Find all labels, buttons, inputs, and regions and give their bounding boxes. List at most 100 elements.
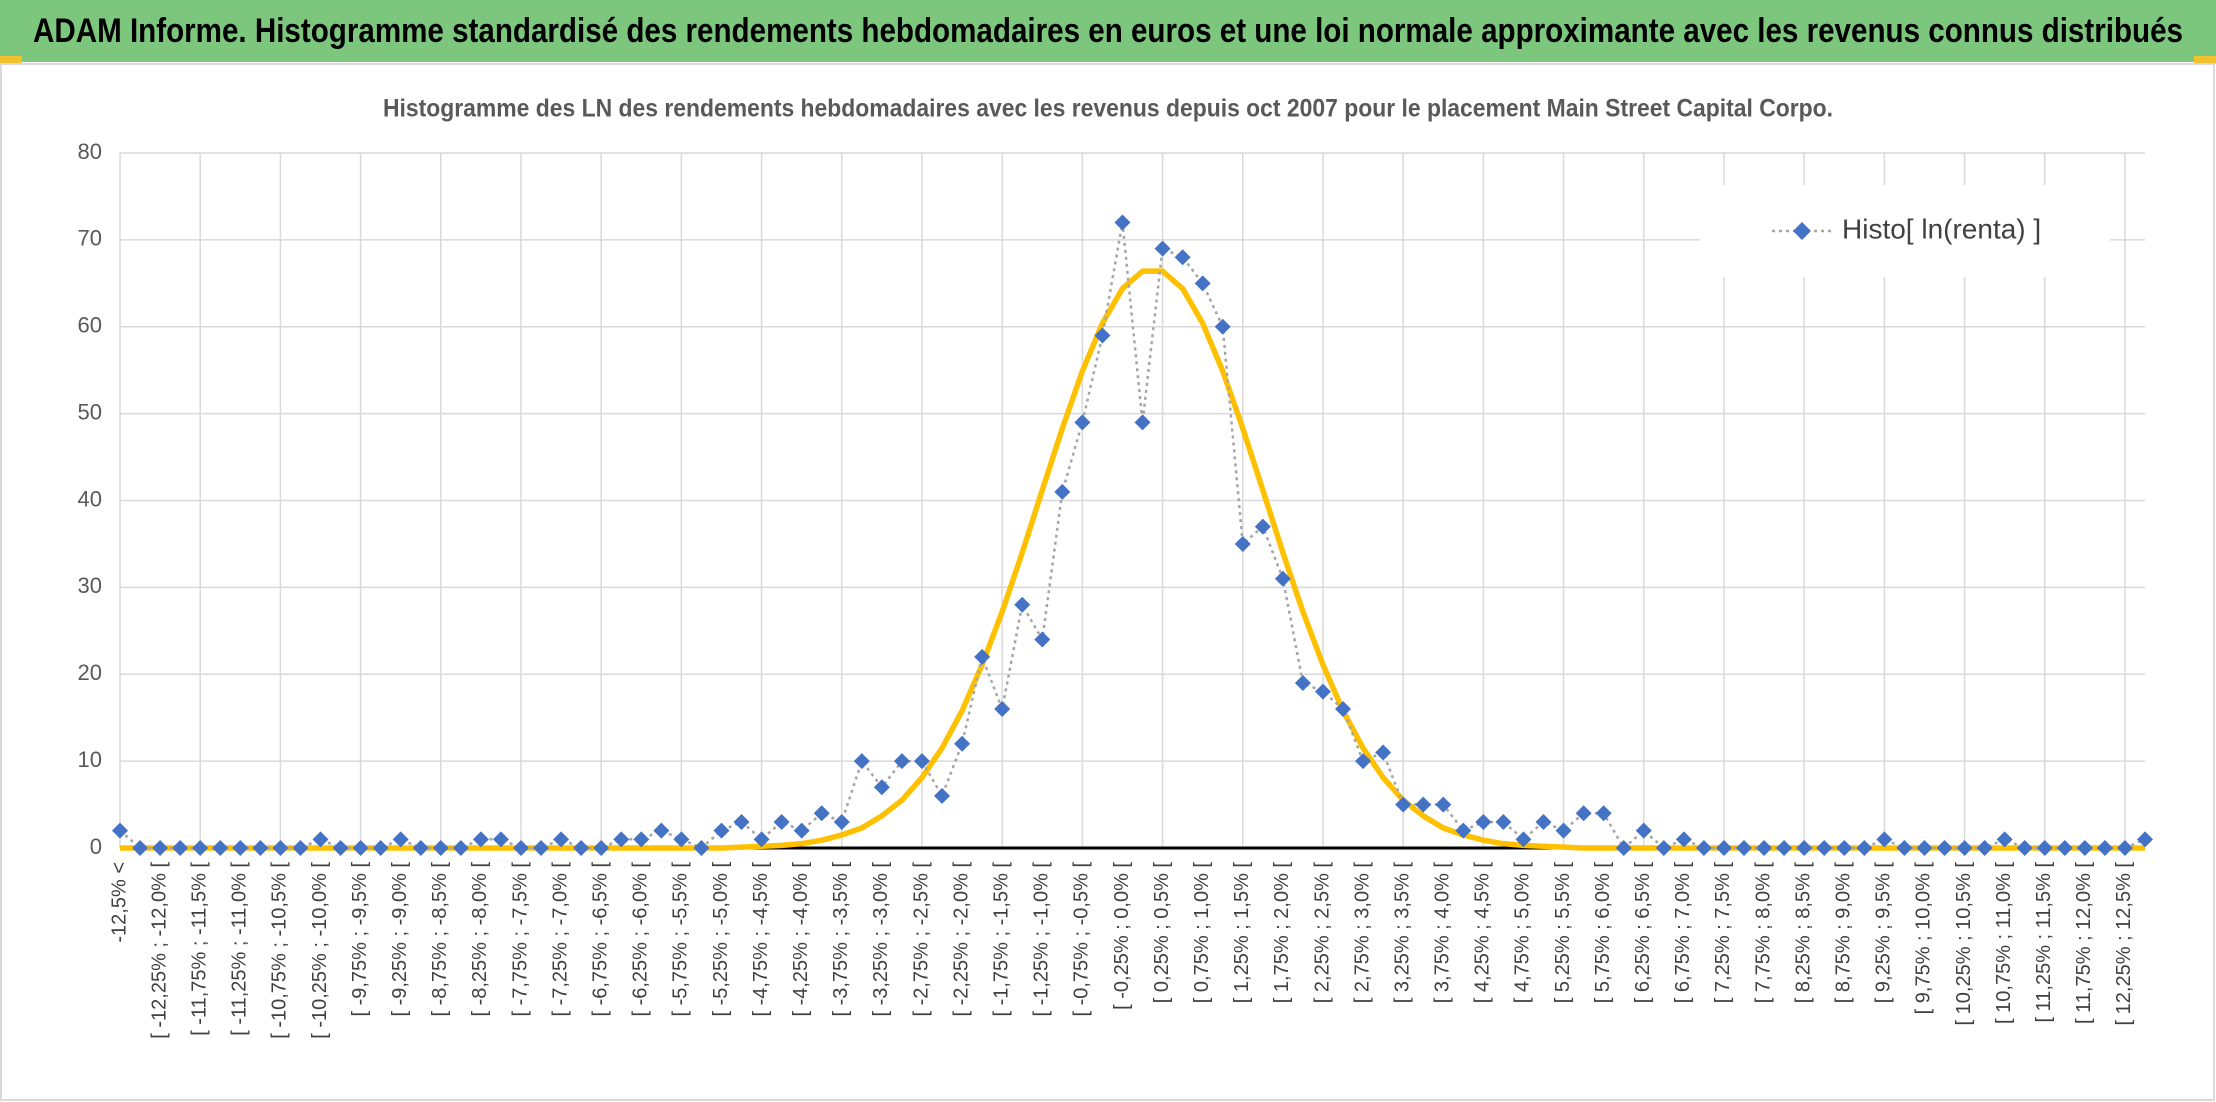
x-tick-label: [ -2,75% ; -2,5% [ xyxy=(910,862,932,1017)
y-tick-label: 70 xyxy=(78,226,102,251)
histogram-point xyxy=(1294,674,1311,691)
x-tick-label: [ -7,25% ; -7,0% [ xyxy=(549,862,571,1017)
x-tick-label: [ -11,25% ; -11,0% [ xyxy=(229,862,251,1036)
x-tick-label: [ -1,75% ; -1,5% [ xyxy=(990,862,1012,1017)
histogram-point xyxy=(1796,840,1813,856)
histogram-point xyxy=(633,831,650,848)
histogram-point xyxy=(1715,840,1732,856)
x-tick-label: [ 3,25% ; 3,5% [ xyxy=(1391,862,1413,1004)
y-tick-label: 60 xyxy=(78,313,102,338)
histogram-point xyxy=(192,840,209,856)
histogram-point xyxy=(733,813,750,830)
histogram-point xyxy=(853,753,870,770)
x-tick-label: [ -3,75% ; -3,5% [ xyxy=(830,862,852,1017)
histogram-point xyxy=(412,840,429,856)
x-tick-label: [ 12,25% ; 12,5% [ xyxy=(2113,862,2135,1026)
page-title: ADAM Informe. Histogramme standardisé de… xyxy=(33,12,2183,50)
histogram-point xyxy=(1314,683,1331,700)
histogram-point xyxy=(793,822,810,839)
x-tick-label: [ 0,25% ; 0,5% [ xyxy=(1151,862,1173,1004)
histogram-point xyxy=(452,840,469,856)
histogram-point xyxy=(392,831,409,848)
histogram-point xyxy=(1094,327,1111,344)
x-tick-label: [ 1,75% ; 2,0% [ xyxy=(1271,862,1293,1004)
histogram-point xyxy=(974,648,991,665)
histogram-point xyxy=(472,831,489,848)
histogram-point xyxy=(1816,840,1833,856)
histogram-point xyxy=(1054,483,1071,500)
histogram-point xyxy=(1254,518,1271,535)
histogram-point xyxy=(212,840,229,856)
x-tick-label: -12,5% < xyxy=(108,862,130,943)
header-bar xyxy=(0,0,2216,62)
histogram-point xyxy=(833,813,850,830)
x-tick-label: [ -8,25% ; -8,0% [ xyxy=(469,862,491,1017)
histogram-point xyxy=(994,701,1011,717)
histogram-point xyxy=(2116,840,2133,856)
x-tick-label: [ 9,75% ; 10,0% [ xyxy=(1913,862,1935,1015)
y-tick-label: 20 xyxy=(78,660,102,685)
histogram-point xyxy=(1355,753,1372,770)
histogram-point xyxy=(913,753,930,770)
histogram-point xyxy=(1876,831,1893,848)
chart-title: Histogramme des LN des rendements hebdom… xyxy=(383,95,1833,123)
legend-box xyxy=(1700,185,2110,277)
header-accent xyxy=(2194,56,2216,64)
histogram-point xyxy=(673,831,690,848)
histogram-point xyxy=(593,840,610,856)
x-tick-label: [ 2,25% ; 2,5% [ xyxy=(1311,862,1333,1004)
y-tick-label: 50 xyxy=(78,399,102,424)
histogram-point xyxy=(432,840,449,856)
histogram-point xyxy=(1655,840,1672,856)
x-tick-label: [ 11,75% ; 12,0% [ xyxy=(2073,862,2095,1024)
x-tick-label: [ 10,25% ; 10,5% [ xyxy=(1953,862,1975,1026)
histogram-point xyxy=(813,805,830,822)
x-tick-label: [ -4,25% ; -4,0% [ xyxy=(790,862,812,1017)
histogram-point xyxy=(1515,831,1532,848)
y-tick-label: 40 xyxy=(78,486,102,511)
histogram-point xyxy=(1375,744,1392,761)
histogram-point xyxy=(152,840,169,856)
histogram-point xyxy=(1335,701,1352,717)
header-accent xyxy=(0,56,22,64)
histogram-point xyxy=(2137,831,2153,848)
histogram-point xyxy=(1495,813,1512,830)
histogram-point xyxy=(492,831,509,848)
histogram-point xyxy=(1996,831,2013,848)
histogram-point xyxy=(1014,596,1031,613)
legend-marker xyxy=(1793,222,1811,240)
x-tick-label: [ 6,75% ; 7,0% [ xyxy=(1672,862,1694,1004)
x-tick-label: [ 0,75% ; 1,0% [ xyxy=(1191,862,1213,1004)
histogram-point xyxy=(1274,570,1291,587)
y-tick-label: 80 xyxy=(78,139,102,164)
histogram-point xyxy=(613,831,630,848)
histogram-point xyxy=(1936,840,1953,856)
x-tick-label: [ -12,25% ; -12,0% [ xyxy=(148,862,170,1039)
histogram-point xyxy=(653,822,670,839)
x-tick-label: [ 5,25% ; 5,5% [ xyxy=(1552,862,1574,1004)
chart-frame xyxy=(0,63,2215,1101)
x-tick-label: [ 7,75% ; 8,0% [ xyxy=(1752,862,1774,1004)
histogram-point xyxy=(954,735,971,752)
histogram-point xyxy=(1114,214,1131,231)
x-tick-label: [ -2,25% ; -2,0% [ xyxy=(950,862,972,1017)
x-tick-label: [ -3,25% ; -3,0% [ xyxy=(870,862,892,1017)
x-tick-label: [ 11,25% ; 11,5% [ xyxy=(2033,862,2055,1023)
legend-label: Histo[ ln(renta) ] xyxy=(1842,213,2041,244)
x-tick-label: [ -0,75% ; -0,5% [ xyxy=(1071,862,1093,1017)
histogram-point xyxy=(1615,840,1632,856)
x-tick-label: [ 6,25% ; 6,5% [ xyxy=(1632,862,1654,1004)
histogram-point xyxy=(1736,840,1753,856)
histogram-point xyxy=(112,822,128,839)
y-tick-label: 0 xyxy=(90,834,102,859)
histogram-point xyxy=(1956,840,1973,856)
histogram-point xyxy=(2016,840,2033,856)
x-tick-label: [ -7,75% ; -7,5% [ xyxy=(509,862,531,1017)
histogram-point xyxy=(372,840,389,856)
histogram-point xyxy=(312,831,329,848)
histogram-point xyxy=(1836,840,1853,856)
histogram-point xyxy=(1595,805,1612,822)
histogram-point xyxy=(1916,840,1933,856)
y-tick-label: 10 xyxy=(78,747,102,772)
